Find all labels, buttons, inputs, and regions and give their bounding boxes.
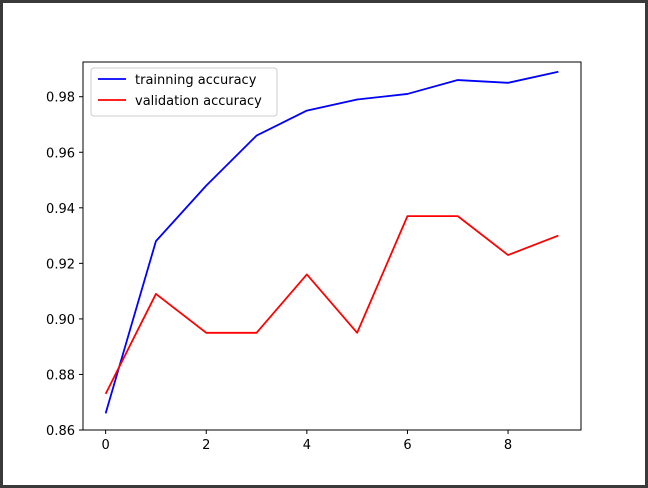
line-chart: 0 2 4 6 8 0.86 0.88 0.90 0.92 0.94 0.96 0.98 train… xyxy=(46,61,582,453)
plot-frame xyxy=(82,61,582,431)
y-tick-label: 0.94 xyxy=(46,202,75,217)
legend-label-validation: validation accuracy xyxy=(135,94,262,109)
x-tick-label: 8 xyxy=(504,438,512,453)
x-tick-label: 0 xyxy=(101,438,109,453)
y-tick-label: 0.98 xyxy=(46,91,75,106)
y-tick-label: 0.86 xyxy=(46,424,75,439)
series-line-0 xyxy=(104,70,559,414)
x-tick-label: 2 xyxy=(202,438,210,453)
plot-background xyxy=(83,62,581,430)
x-tick-label: 4 xyxy=(303,438,311,453)
y-tick-label: 0.90 xyxy=(46,313,75,328)
x-tick-label: 6 xyxy=(403,438,411,453)
series-layer xyxy=(104,70,559,414)
legend: trainning accuracy validation accuracy xyxy=(90,67,278,117)
legend-label-training: trainning accuracy xyxy=(135,73,257,88)
y-axis: 0.86 0.88 0.90 0.92 0.94 0.96 0.98 xyxy=(46,91,83,439)
legend-box xyxy=(90,67,278,117)
y-tick-label: 0.88 xyxy=(46,368,75,383)
y-tick-label: 0.96 xyxy=(46,146,75,161)
x-axis: 0 2 4 6 8 xyxy=(101,430,512,453)
series-line-1 xyxy=(104,215,559,395)
y-tick-label: 0.92 xyxy=(46,257,75,272)
